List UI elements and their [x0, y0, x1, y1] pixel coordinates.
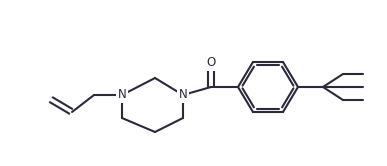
Text: N: N: [179, 88, 187, 101]
Text: O: O: [206, 56, 216, 70]
Text: N: N: [118, 88, 127, 101]
